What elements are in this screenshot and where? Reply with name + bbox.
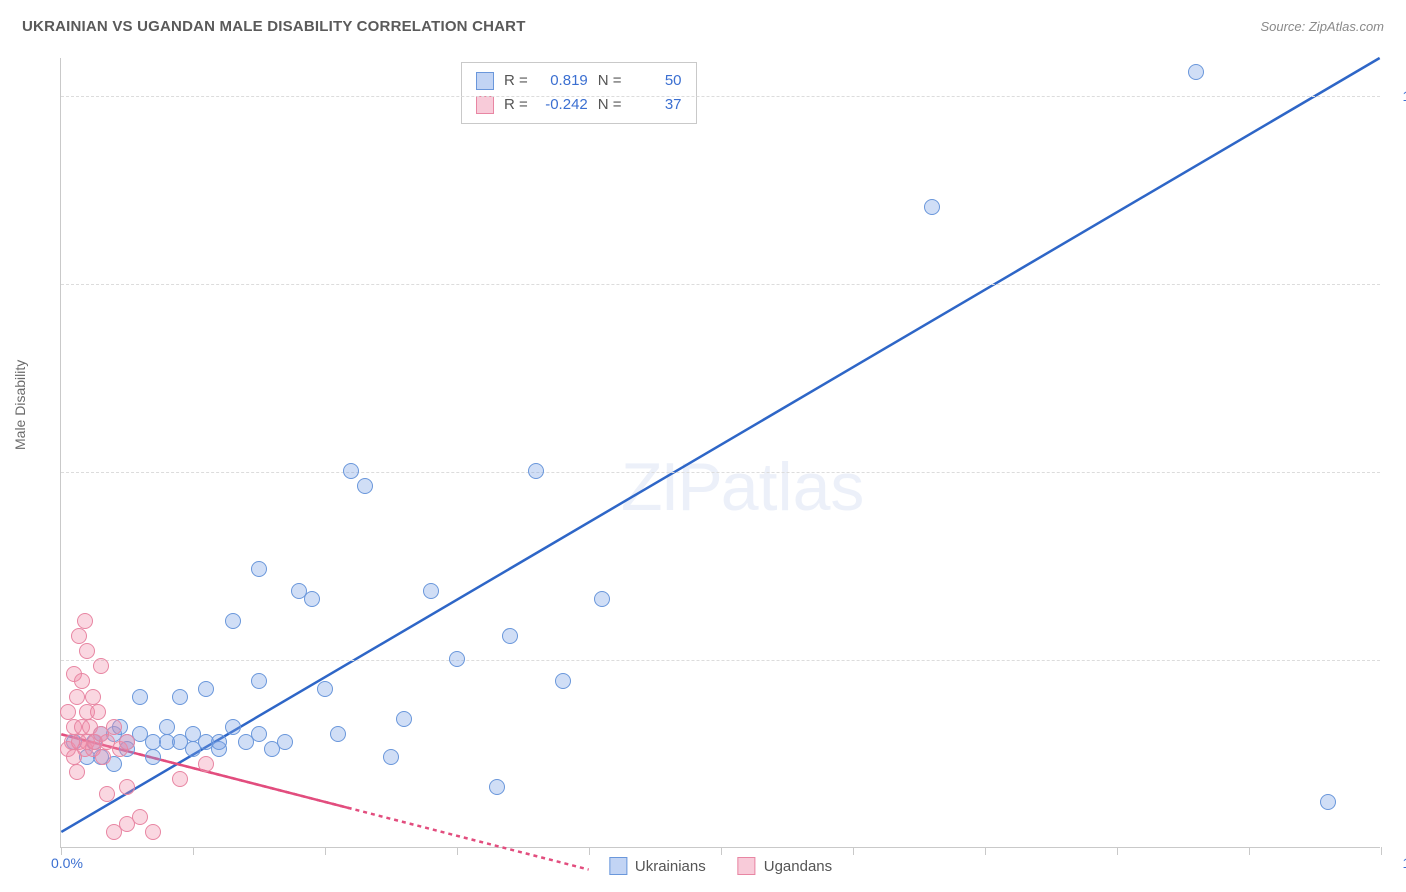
legend-series-label: Ukrainians — [635, 858, 706, 875]
data-point — [449, 651, 465, 667]
data-point — [93, 658, 109, 674]
data-point — [132, 689, 148, 705]
legend-stats-row: R = 0.819 N = 50 — [476, 69, 682, 93]
data-point — [225, 613, 241, 629]
plot-area: ZIPatlas R =0.819N =50R =-0.242N =37 0.0… — [60, 58, 1380, 848]
x-tick — [61, 847, 62, 855]
gridline — [61, 660, 1380, 661]
data-point — [60, 704, 76, 720]
data-point — [383, 749, 399, 765]
gridline — [61, 472, 1380, 473]
y-tick-label: 100.0% — [1390, 88, 1406, 104]
legend-series-item: Ugandans — [738, 857, 832, 875]
data-point — [69, 689, 85, 705]
chart-title: UKRAINIAN VS UGANDAN MALE DISABILITY COR… — [22, 18, 526, 35]
x-tick — [853, 847, 854, 855]
data-point — [132, 809, 148, 825]
x-tick — [325, 847, 326, 855]
legend-swatch — [738, 857, 756, 875]
data-point — [69, 764, 85, 780]
header: UKRAINIAN VS UGANDAN MALE DISABILITY COR… — [22, 18, 1384, 35]
regression-line — [61, 58, 1379, 832]
data-point — [79, 643, 95, 659]
data-point — [90, 704, 106, 720]
source-label: Source: ZipAtlas.com — [1260, 19, 1384, 34]
y-tick-label: 50.0% — [1390, 464, 1406, 480]
legend-series: Ukrainians Ugandans — [609, 857, 832, 875]
watermark-zip: ZIP — [621, 449, 721, 525]
watermark-rest: atlas — [721, 449, 865, 525]
x-max-label: 100.0% — [1390, 855, 1406, 871]
x-tick — [1117, 847, 1118, 855]
x-tick — [193, 847, 194, 855]
watermark: ZIPatlas — [621, 448, 864, 526]
data-point — [594, 591, 610, 607]
gridline — [61, 284, 1380, 285]
data-point — [924, 199, 940, 215]
data-point — [396, 711, 412, 727]
data-point — [159, 719, 175, 735]
data-point — [304, 591, 320, 607]
gridline — [61, 96, 1380, 97]
data-point — [74, 673, 90, 689]
legend-swatch — [476, 72, 494, 90]
data-point — [106, 719, 122, 735]
x-tick — [457, 847, 458, 855]
data-point — [99, 786, 115, 802]
data-point — [251, 726, 267, 742]
legend-swatch — [609, 857, 627, 875]
data-point — [251, 673, 267, 689]
data-point — [198, 756, 214, 772]
r-label: R = — [504, 69, 528, 93]
data-point — [502, 628, 518, 644]
data-point — [77, 613, 93, 629]
x-tick — [1249, 847, 1250, 855]
x-tick — [985, 847, 986, 855]
data-point — [95, 749, 111, 765]
y-tick-label: 25.0% — [1390, 652, 1406, 668]
data-point — [423, 583, 439, 599]
y-tick-label: 75.0% — [1390, 276, 1406, 292]
data-point — [489, 779, 505, 795]
data-point — [317, 681, 333, 697]
data-point — [211, 734, 227, 750]
data-point — [343, 463, 359, 479]
data-point — [145, 749, 161, 765]
n-label: N = — [598, 69, 622, 93]
y-axis-label: Male Disability — [12, 360, 28, 450]
legend-series-label: Ugandans — [764, 858, 832, 875]
data-point — [119, 734, 135, 750]
data-point — [198, 681, 214, 697]
data-point — [1188, 64, 1204, 80]
data-point — [119, 779, 135, 795]
n-value: 50 — [632, 69, 682, 93]
data-point — [1320, 794, 1336, 810]
x-tick — [1381, 847, 1382, 855]
data-point — [85, 689, 101, 705]
data-point — [225, 719, 241, 735]
x-tick — [589, 847, 590, 855]
data-point — [172, 771, 188, 787]
r-value: 0.819 — [538, 69, 588, 93]
legend-stats: R =0.819N =50R =-0.242N =37 — [461, 62, 697, 124]
x-origin-label: 0.0% — [51, 855, 83, 871]
legend-swatch — [476, 96, 494, 114]
data-point — [277, 734, 293, 750]
data-point — [71, 628, 87, 644]
data-point — [528, 463, 544, 479]
legend-series-item: Ukrainians — [609, 857, 706, 875]
data-point — [145, 824, 161, 840]
data-point — [172, 689, 188, 705]
data-point — [555, 673, 571, 689]
data-point — [330, 726, 346, 742]
x-tick — [721, 847, 722, 855]
data-point — [251, 561, 267, 577]
data-point — [357, 478, 373, 494]
